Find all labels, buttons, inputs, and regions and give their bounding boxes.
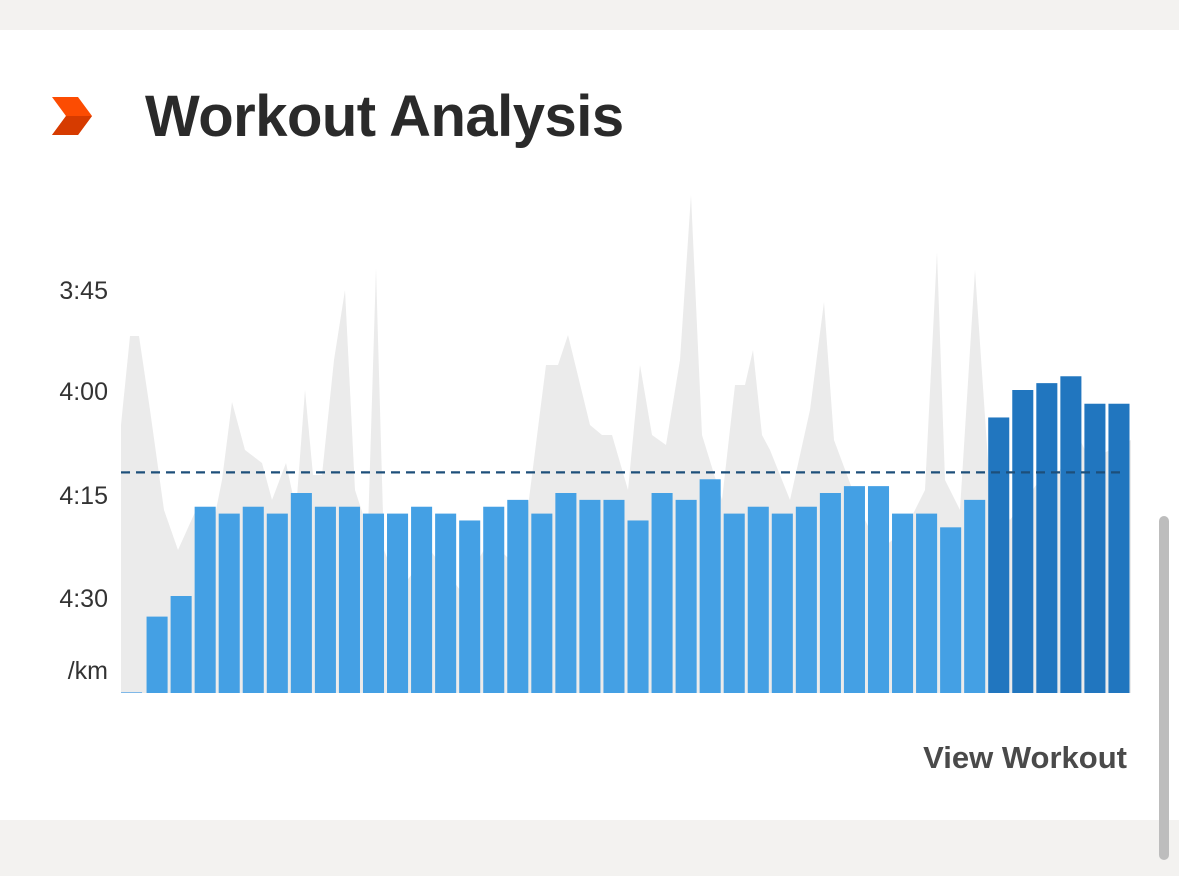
pace-bar[interactable] (1108, 403, 1130, 693)
workout-analysis-card: Workout Analysis 3:45 4:00 4:15 4:30 /km… (0, 30, 1179, 820)
pace-bar[interactable] (916, 513, 938, 693)
pace-bar[interactable] (194, 506, 216, 693)
scrollbar[interactable] (1159, 516, 1169, 860)
pace-bar[interactable] (242, 506, 264, 693)
y-tick-label: 4:00 (59, 378, 108, 406)
strava-chevron-icon (52, 97, 92, 135)
pace-bar[interactable] (699, 479, 721, 693)
pace-bar[interactable] (723, 513, 745, 693)
pace-bar[interactable] (747, 506, 769, 693)
pace-bar[interactable] (362, 513, 385, 693)
pace-bar[interactable] (290, 493, 312, 693)
pace-bar[interactable] (651, 493, 673, 693)
pace-bar[interactable] (435, 513, 457, 693)
pace-bar[interactable] (387, 513, 409, 693)
pace-bar[interactable] (170, 596, 192, 693)
pace-bar[interactable] (603, 499, 625, 693)
pace-bar[interactable] (1036, 383, 1058, 693)
pace-bar[interactable] (459, 520, 481, 693)
pace-bar[interactable] (314, 506, 336, 693)
pace-bar[interactable] (579, 499, 601, 693)
pace-bar[interactable] (627, 520, 649, 693)
pace-bar[interactable] (531, 513, 553, 693)
y-tick-label: 3:45 (59, 277, 108, 305)
pace-bar[interactable] (1084, 403, 1106, 693)
pace-bar[interactable] (121, 692, 143, 693)
y-tick-label: 4:30 (59, 585, 108, 613)
pace-bar[interactable] (892, 513, 914, 693)
pace-bar[interactable] (483, 506, 505, 693)
pace-bar[interactable] (988, 417, 1010, 693)
pace-bar[interactable] (411, 506, 433, 693)
pace-bar[interactable] (867, 486, 890, 693)
pace-bar-chart (121, 195, 1131, 693)
pace-bar[interactable] (218, 513, 240, 693)
pace-bar[interactable] (1060, 376, 1082, 693)
pace-bar[interactable] (940, 527, 962, 693)
pace-bar[interactable] (795, 506, 817, 693)
pace-bar[interactable] (964, 499, 986, 693)
y-tick-label: 4:15 (59, 482, 108, 510)
view-workout-link[interactable]: View Workout (923, 740, 1127, 775)
pace-bar[interactable] (771, 513, 793, 693)
pace-bar[interactable] (146, 616, 168, 693)
pace-bar[interactable] (1012, 390, 1034, 693)
pace-bar[interactable] (507, 499, 529, 693)
pace-bar[interactable] (266, 513, 288, 693)
pace-bar[interactable] (843, 486, 865, 693)
pace-bar[interactable] (338, 506, 360, 693)
page-title: Workout Analysis (145, 84, 624, 149)
pace-bar[interactable] (675, 499, 697, 693)
y-axis-unit: /km (67, 657, 108, 685)
card-header: Workout Analysis (0, 30, 1179, 190)
pace-bar[interactable] (555, 493, 577, 693)
pace-bar[interactable] (819, 493, 841, 693)
